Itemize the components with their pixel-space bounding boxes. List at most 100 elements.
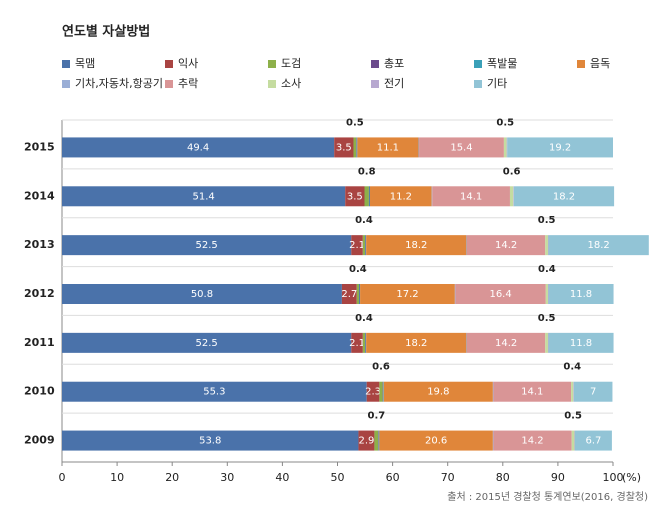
legend-swatch	[62, 60, 70, 68]
bar-segment	[574, 430, 575, 451]
data-label: 0.6	[372, 362, 390, 373]
y-tick-label: 2011	[24, 336, 55, 349]
bar-segment	[358, 284, 360, 304]
data-label: 2.3	[365, 387, 381, 398]
data-label: 2.9	[358, 436, 374, 447]
bar-segment	[365, 332, 367, 353]
bar-segment	[418, 137, 420, 158]
bar-segment	[360, 284, 455, 304]
bar-segment	[356, 284, 359, 304]
x-tick-label: 20	[165, 471, 179, 484]
bar-segment	[466, 235, 546, 256]
bar-segment	[466, 332, 546, 353]
bar-segment	[334, 137, 354, 158]
data-label: 7	[590, 387, 596, 398]
data-label: 50.8	[191, 289, 213, 300]
bar-segment	[366, 235, 467, 256]
data-label: 3.5	[336, 142, 352, 153]
bar-segment	[548, 235, 649, 256]
data-label: 14.1	[460, 191, 482, 202]
data-label: 52.5	[196, 338, 218, 349]
data-label: 11.2	[390, 191, 412, 202]
legend-swatch	[371, 60, 379, 68]
bar-segment	[571, 430, 575, 451]
x-tick-label: 100	[603, 471, 624, 484]
data-label: 19.8	[427, 387, 449, 398]
x-tick-label: 10	[110, 471, 124, 484]
x-tick-label: 80	[496, 471, 510, 484]
bar-segment	[573, 381, 613, 402]
bar-segment	[513, 186, 615, 207]
bar-segment	[341, 284, 357, 304]
data-label: 49.4	[187, 142, 209, 153]
data-label: 51.4	[192, 191, 214, 202]
legend-label: 도검	[281, 57, 301, 70]
bar-segment	[455, 284, 546, 304]
data-label: 2.7	[341, 289, 357, 300]
data-label: 52.5	[196, 240, 218, 251]
x-tick-label: 30	[220, 471, 234, 484]
data-label: 0.4	[563, 362, 581, 373]
data-label: 2.1	[349, 240, 365, 251]
bar-segment	[364, 186, 369, 207]
bar-segment	[379, 430, 493, 451]
bar-segment	[503, 137, 507, 158]
data-label: 0.6	[503, 166, 521, 177]
bar-segment	[369, 186, 371, 207]
legend-swatch	[268, 60, 276, 68]
data-label: 3.5	[347, 191, 363, 202]
bar-segment	[507, 137, 613, 158]
bar-segment	[454, 284, 456, 304]
legend-label: 추락	[178, 77, 198, 90]
chart-title: 연도별 자살방법	[62, 24, 150, 40]
legend-swatch	[474, 60, 482, 68]
legend-swatch	[371, 80, 379, 88]
bar-segment	[513, 186, 514, 207]
bar-segment	[432, 186, 510, 207]
data-label: 14.1	[521, 387, 543, 398]
data-label: 0.4	[355, 215, 373, 226]
bar-segment	[351, 332, 363, 353]
data-label: 6.7	[585, 436, 601, 447]
data-label: 20.6	[425, 436, 447, 447]
bar-segment	[62, 235, 352, 256]
bar-segment	[356, 137, 357, 158]
x-tick-label: 40	[275, 471, 289, 484]
bar-segment	[573, 381, 574, 402]
legend-swatch	[165, 80, 173, 88]
bar-segment	[365, 235, 366, 256]
legend-label: 음독	[590, 57, 610, 70]
bar-segment	[419, 137, 504, 158]
bar-segment	[362, 332, 366, 353]
data-label: 0.4	[349, 264, 367, 275]
bar-segment	[365, 235, 367, 256]
bar-segment	[547, 235, 549, 256]
bar-segment	[547, 332, 549, 353]
data-label: 0.5	[538, 215, 556, 226]
bar-segment	[466, 332, 467, 353]
data-label: 11.1	[377, 142, 399, 153]
bar-segment	[383, 381, 384, 402]
bar-segment	[574, 430, 612, 451]
data-label: 14.2	[495, 338, 517, 349]
data-label: 18.2	[405, 240, 427, 251]
bar-segment	[62, 284, 342, 304]
data-label: 0.4	[355, 313, 373, 324]
x-tick-label: 70	[441, 471, 455, 484]
bar-segment	[571, 381, 574, 402]
data-label: 17.2	[396, 289, 418, 300]
legend-swatch	[62, 80, 70, 88]
data-label: 18.2	[588, 240, 610, 251]
data-label: 14.2	[495, 240, 517, 251]
x-tick-label: 50	[331, 471, 345, 484]
bar-segment	[345, 186, 365, 207]
bar-segment	[62, 381, 367, 402]
data-label: 0.7	[367, 411, 385, 422]
bar-segment	[492, 430, 494, 451]
data-label: 2.1	[349, 338, 365, 349]
x-tick-label: 60	[386, 471, 400, 484]
data-label: 0.5	[496, 117, 514, 128]
bar-segment	[379, 381, 383, 402]
x-tick-label: 0	[59, 471, 66, 484]
